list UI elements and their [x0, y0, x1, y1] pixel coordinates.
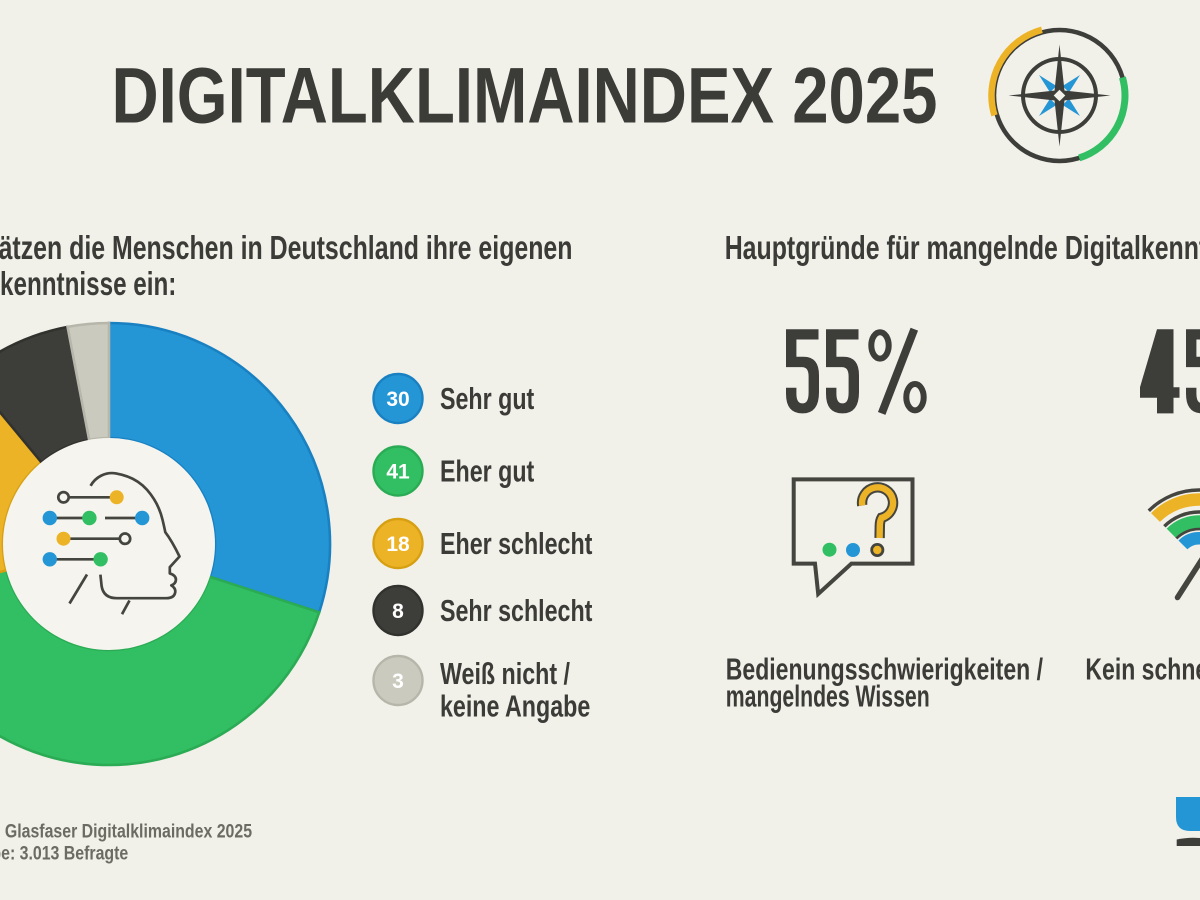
- svg-text:Weiß nicht /: Weiß nicht /: [440, 656, 570, 691]
- svg-text:keine Angabe: keine Angabe: [440, 688, 590, 723]
- svg-text:Sehr gut: Sehr gut: [440, 381, 534, 416]
- svg-text:DIGITALKLIMAINDEX 2025: DIGITALKLIMAINDEX 2025: [112, 53, 938, 140]
- svg-text:30: 30: [386, 388, 409, 411]
- svg-text:8: 8: [392, 600, 404, 623]
- svg-text:Eher gut: Eher gut: [440, 453, 534, 488]
- svg-text:Quelle: Deutsche Glasfaser Dig: Quelle: Deutsche Glasfaser Digitalklimai…: [0, 820, 252, 842]
- svg-text:So schätzen die Menschen in De: So schätzen die Menschen in Deutschland …: [0, 230, 572, 267]
- svg-text:Hauptgründe für mangelnde Digi: Hauptgründe für mangelnde Digitalkenntni…: [725, 230, 1200, 267]
- svg-text:Bedienungsschwierigkeiten /: Bedienungsschwierigkeiten /: [726, 651, 1044, 686]
- svg-text:Digitalkenntnisse ein:: Digitalkenntnisse ein:: [0, 266, 176, 303]
- svg-text:Kein schnelles Internet: Kein schnelles Internet: [1085, 651, 1200, 686]
- svg-text:Sehr schlecht: Sehr schlecht: [440, 593, 592, 628]
- svg-text:18: 18: [386, 533, 410, 556]
- svg-text:Eher schlecht: Eher schlecht: [440, 526, 592, 561]
- svg-text:mangelndes Wissen: mangelndes Wissen: [726, 679, 930, 714]
- svg-text:Stichprobe: 3.013 Befragte: Stichprobe: 3.013 Befragte: [0, 842, 128, 864]
- svg-text:41: 41: [386, 461, 410, 484]
- svg-text:3: 3: [392, 670, 404, 693]
